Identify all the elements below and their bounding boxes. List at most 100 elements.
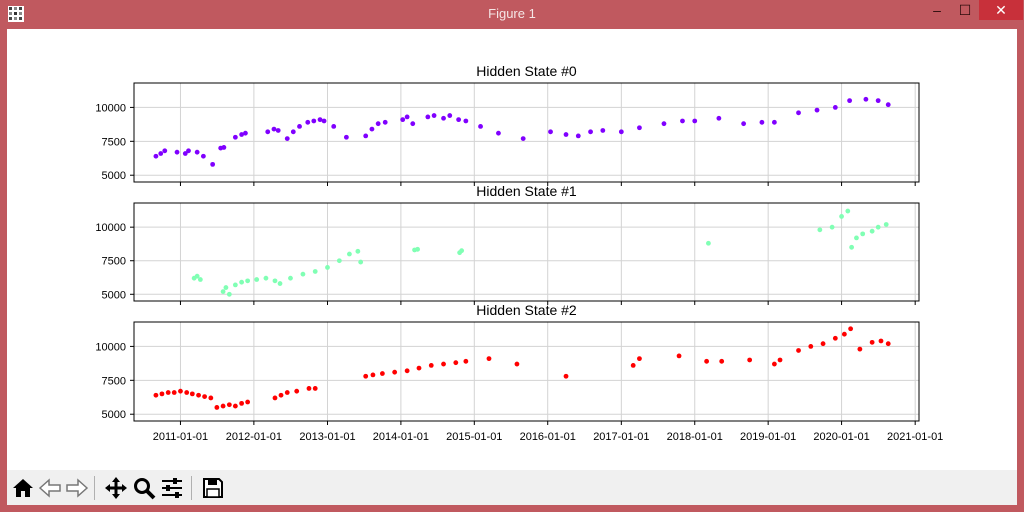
data-point — [202, 394, 207, 399]
data-point — [162, 148, 168, 154]
back-arrow-icon — [38, 478, 61, 498]
data-point — [845, 208, 851, 214]
data-point — [431, 113, 437, 118]
data-point — [182, 151, 188, 156]
data-point — [221, 145, 227, 150]
data-point — [459, 248, 465, 254]
data-point — [416, 365, 422, 371]
data-point — [425, 114, 431, 120]
data-point — [200, 153, 206, 159]
data-point — [885, 102, 891, 108]
data-point — [189, 391, 195, 397]
data-point — [153, 153, 159, 159]
minimize-button[interactable]: – — [933, 2, 941, 18]
title-bar[interactable]: Figure 1 – ☐ ✕ — [0, 0, 1024, 28]
data-point — [869, 228, 875, 234]
data-point — [312, 386, 318, 391]
back-button[interactable] — [37, 475, 63, 501]
data-point — [706, 240, 711, 246]
data-point — [520, 136, 526, 142]
data-point — [808, 344, 814, 349]
y-tick-label: 7500 — [102, 375, 126, 387]
axes-frame — [133, 321, 920, 422]
forward-button[interactable] — [64, 475, 90, 501]
x-tick-label: 2016-01-01 — [520, 431, 576, 443]
data-point — [692, 118, 698, 124]
axes-frame — [133, 202, 920, 302]
y-tick-label: 10000 — [95, 102, 126, 114]
data-point — [272, 395, 278, 401]
data-point — [363, 373, 369, 379]
data-point — [226, 402, 232, 408]
data-point — [563, 373, 569, 379]
y-tick-label: 7500 — [102, 136, 126, 148]
data-point — [290, 129, 296, 135]
figure-canvas[interactable]: 5000 7500 10000 Hidden State #0 5000 7500 1000… — [7, 29, 1017, 505]
data-point — [375, 121, 381, 127]
data-point — [284, 136, 290, 142]
data-point — [496, 130, 501, 136]
x-tick-label: 2011-01-01 — [153, 431, 208, 443]
data-point — [478, 123, 483, 129]
data-point — [317, 117, 323, 123]
data-point — [272, 278, 278, 284]
save-button[interactable] — [200, 475, 226, 501]
data-point — [428, 362, 434, 368]
floppy-disk-icon — [203, 478, 223, 498]
x-tick-label: 2017-01-01 — [593, 431, 649, 443]
data-point — [832, 105, 838, 110]
figure-plot-area[interactable]: 5000 7500 10000 Hidden State #0 5000 7500 1000… — [7, 29, 1017, 470]
data-point — [196, 392, 201, 398]
data-point — [294, 388, 300, 394]
data-point — [194, 149, 200, 155]
x-tick-label: 2018-01-01 — [667, 431, 723, 443]
data-point — [194, 273, 200, 279]
data-point — [325, 265, 330, 270]
data-point — [355, 248, 361, 254]
configure-subplots-button[interactable] — [159, 475, 185, 501]
data-point — [369, 126, 375, 132]
data-point — [331, 123, 337, 129]
zoom-button[interactable] — [131, 475, 157, 501]
y-tick-label: 5000 — [102, 409, 126, 421]
data-point — [197, 277, 203, 282]
data-point — [232, 282, 238, 288]
data-point — [875, 98, 881, 104]
data-point — [153, 392, 159, 398]
maximize-button[interactable]: ☐ — [958, 2, 972, 18]
close-button[interactable]: ✕ — [979, 0, 1023, 20]
pan-button[interactable] — [103, 475, 129, 501]
y-tick-label: 7500 — [102, 256, 126, 268]
data-point — [404, 368, 410, 374]
data-point — [245, 278, 251, 284]
data-point — [630, 362, 636, 368]
data-point — [841, 331, 847, 337]
data-point — [832, 335, 838, 341]
x-tick-label: 2020-01-01 — [813, 431, 869, 443]
data-point — [410, 121, 416, 127]
data-point — [336, 258, 342, 264]
data-point — [563, 132, 569, 137]
data-point — [239, 279, 245, 285]
data-point — [382, 119, 388, 125]
data-point — [415, 246, 420, 252]
y-tick-label: 10000 — [95, 341, 126, 353]
data-point — [796, 348, 801, 353]
home-button[interactable] — [10, 475, 36, 501]
data-point — [817, 227, 823, 233]
data-point — [220, 403, 226, 409]
data-point — [208, 395, 214, 401]
data-point — [165, 390, 171, 395]
data-point — [254, 277, 260, 282]
data-point — [863, 96, 869, 102]
data-point — [637, 356, 642, 362]
data-point — [869, 339, 875, 345]
data-point — [243, 130, 248, 136]
data-point — [747, 357, 753, 363]
subplot-title: Hidden State #2 — [476, 302, 577, 318]
data-point — [860, 231, 866, 237]
data-point — [456, 117, 462, 123]
data-point — [885, 341, 891, 347]
y-tick-label: 5000 — [102, 289, 126, 301]
